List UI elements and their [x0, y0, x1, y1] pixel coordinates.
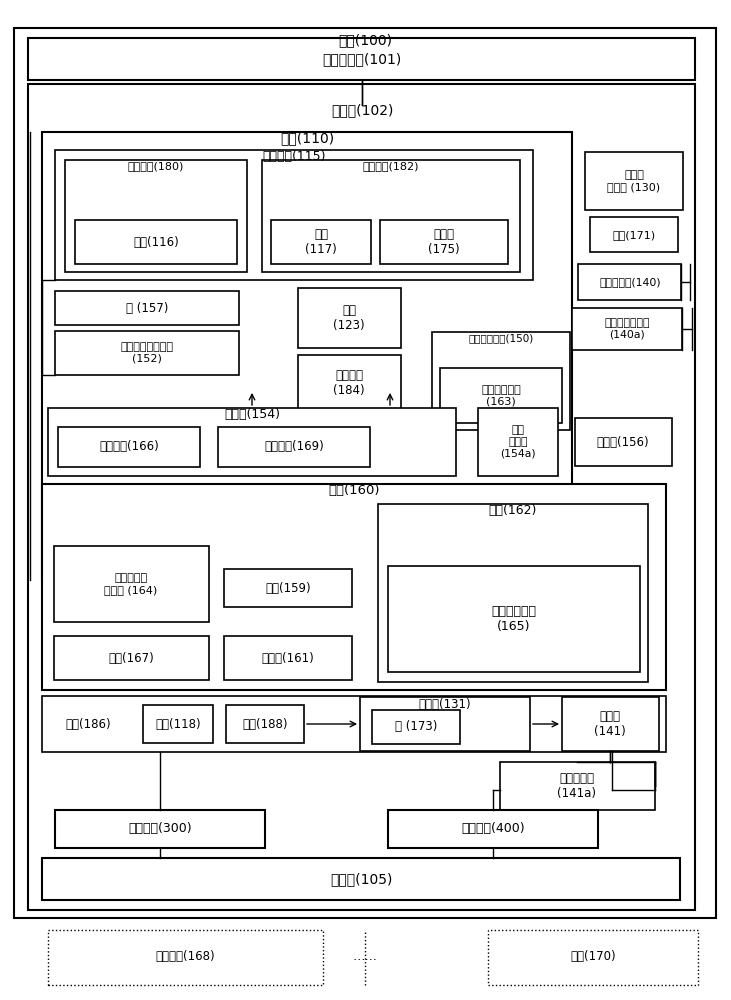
- Bar: [562, 697, 659, 751]
- Bar: [75, 220, 237, 264]
- Text: 保持件(156): 保持件(156): [596, 436, 649, 448]
- Text: 致动器(131): 致动器(131): [419, 698, 471, 710]
- Bar: [432, 332, 570, 430]
- Text: 粘性物质(168): 粘性物质(168): [155, 950, 215, 964]
- Bar: [388, 810, 598, 848]
- Text: 出口
(117): 出口 (117): [305, 228, 337, 256]
- Text: 移除设备(400): 移除设备(400): [461, 822, 525, 836]
- Bar: [488, 930, 698, 985]
- Text: 通腔(162): 通腔(162): [489, 504, 537, 516]
- Text: 销 (173): 销 (173): [395, 720, 437, 734]
- Text: ……: ……: [352, 950, 377, 964]
- Bar: [28, 38, 695, 80]
- Text: 控制器(105): 控制器(105): [330, 872, 393, 886]
- Bar: [372, 710, 460, 744]
- Text: 凹口(159): 凹口(159): [265, 582, 311, 594]
- Bar: [271, 220, 371, 264]
- Bar: [478, 408, 558, 476]
- Text: 齿 (157): 齿 (157): [126, 302, 168, 314]
- Text: 顶端连接部分(150): 顶端连接部分(150): [469, 333, 534, 343]
- Text: 第一通道(115): 第一通道(115): [262, 149, 326, 162]
- Text: 第二耦接器
连接件 (164): 第二耦接器 连接件 (164): [105, 573, 158, 595]
- Bar: [578, 264, 681, 300]
- Bar: [440, 368, 562, 423]
- Text: 入口部分(180): 入口部分(180): [128, 161, 184, 171]
- Bar: [14, 28, 716, 918]
- Text: 塞子(188): 塞子(188): [242, 718, 288, 730]
- Text: 第二通道
(184): 第二通道 (184): [333, 369, 365, 397]
- Bar: [48, 408, 456, 476]
- Text: 出口部分(182): 出口部分(182): [363, 161, 420, 171]
- Text: 传感器
(141): 传感器 (141): [594, 710, 626, 738]
- Bar: [48, 930, 323, 985]
- Text: 第一耦接器连接件
(152): 第一耦接器连接件 (152): [121, 342, 173, 364]
- Text: 凹槽
(123): 凹槽 (123): [333, 304, 365, 332]
- Bar: [360, 697, 530, 751]
- Bar: [58, 427, 200, 467]
- Text: 顶端(160): 顶端(160): [328, 484, 379, 496]
- Bar: [28, 84, 695, 910]
- Bar: [388, 566, 640, 672]
- Text: 外部锥形表面
(163): 外部锥形表面 (163): [481, 385, 521, 407]
- Bar: [575, 418, 672, 466]
- Text: 工件(170): 工件(170): [570, 950, 616, 964]
- Text: 内部锥形表面
(165): 内部锥形表面 (165): [491, 605, 537, 633]
- Bar: [585, 152, 683, 210]
- Bar: [218, 427, 370, 467]
- Bar: [42, 858, 680, 900]
- Text: 第一部分(166): 第一部分(166): [99, 440, 159, 454]
- Text: 闸门(118): 闸门(118): [155, 718, 201, 730]
- Text: 传感器端口(140): 传感器端口(140): [599, 277, 661, 287]
- Bar: [42, 132, 572, 580]
- Text: 柱塞(186): 柱塞(186): [65, 718, 111, 730]
- Text: 入口(116): 入口(116): [133, 235, 179, 248]
- Bar: [65, 160, 247, 272]
- Bar: [226, 705, 304, 743]
- Text: 系统(100): 系统(100): [338, 33, 392, 47]
- Bar: [55, 810, 265, 848]
- Text: 致动器
连接件 (130): 致动器 连接件 (130): [607, 170, 661, 192]
- Bar: [143, 705, 213, 743]
- Text: 本体(110): 本体(110): [280, 131, 334, 145]
- Bar: [42, 484, 666, 690]
- Bar: [500, 762, 655, 810]
- Text: 收缩部
(175): 收缩部 (175): [428, 228, 460, 256]
- Bar: [380, 220, 508, 264]
- Bar: [572, 308, 682, 350]
- Bar: [298, 355, 401, 410]
- Text: 安装设备(300): 安装设备(300): [128, 822, 192, 836]
- Bar: [378, 504, 648, 682]
- Text: 第二部分(169): 第二部分(169): [264, 440, 324, 454]
- Text: 耦接器(154): 耦接器(154): [224, 408, 280, 420]
- Text: 第二传感器
(141a): 第二传感器 (141a): [558, 772, 596, 800]
- Bar: [590, 217, 678, 252]
- Text: 第二传感器端口
(140a): 第二传感器端口 (140a): [605, 318, 650, 340]
- Bar: [262, 160, 520, 272]
- Bar: [224, 569, 352, 607]
- Bar: [55, 150, 533, 280]
- Bar: [298, 288, 401, 348]
- Text: 涂敷器(102): 涂敷器(102): [331, 103, 393, 117]
- Text: 第二
耦接器
(154a): 第二 耦接器 (154a): [500, 425, 536, 459]
- Text: 末端执行器(101): 末端执行器(101): [322, 52, 401, 66]
- Bar: [55, 291, 239, 325]
- Text: 垫圈(167): 垫圈(167): [108, 652, 154, 664]
- Text: 第三齿(161): 第三齿(161): [262, 652, 314, 664]
- Bar: [224, 636, 352, 680]
- Bar: [42, 696, 666, 752]
- Bar: [55, 331, 239, 375]
- Bar: [54, 636, 209, 680]
- Bar: [54, 546, 209, 622]
- Text: 狭槽(171): 狭槽(171): [613, 230, 656, 240]
